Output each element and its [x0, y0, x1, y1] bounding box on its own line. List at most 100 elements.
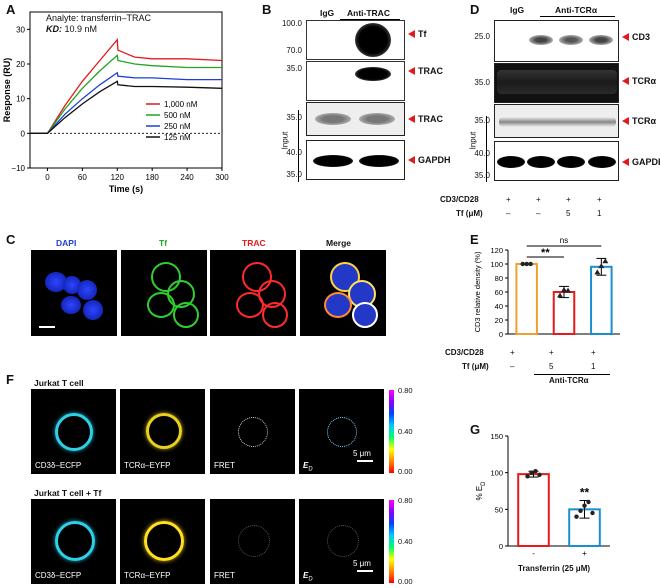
data-point: [528, 261, 533, 267]
e-row1-v2: +: [591, 348, 596, 357]
mw-d3-1: 35.0: [474, 116, 490, 125]
series-line-2: [30, 71, 222, 134]
lane-label-d-igg: IgG: [510, 5, 525, 15]
mw-b4-2: 35.0: [286, 170, 302, 179]
f2-cd3-ecfp: CD3δ–ECFP: [31, 499, 116, 584]
scale-bar: [39, 326, 55, 328]
f2-fret: FRET: [210, 499, 295, 584]
d-row1-v2: +: [566, 195, 571, 204]
micrograph-merge: [300, 250, 386, 336]
cd3-density-bar-chart: 0 20 40 60 80 100 120 CD3 relative density (%) *…: [473, 236, 620, 339]
f2-label-0: CD3δ–ECFP: [35, 571, 82, 580]
sig-label-1: **: [541, 247, 550, 259]
data-point: [537, 472, 542, 478]
c-title-trac: TRAC: [242, 238, 266, 248]
panel-f-label: F: [6, 372, 14, 387]
d-row2-v1: –: [536, 209, 541, 218]
legend-label-0: 1,000 nM: [164, 100, 198, 109]
x-tick-label-0: -: [532, 549, 535, 558]
y-tick-label: 40: [495, 302, 503, 311]
c-title-dapi: DAPI: [56, 238, 77, 248]
cb1-tick-2: 0.00: [398, 467, 413, 476]
data-point: [561, 286, 567, 292]
binding-kinetics-chart: 0 60 120 180 240 300 −10 0 10 20 30 Time (s) Respons…: [2, 11, 229, 194]
y-tick-label: 0: [499, 542, 503, 551]
series-line-0: [30, 38, 223, 134]
lane-label-igg: IgG: [320, 8, 335, 18]
label-b-trac-input: TRAC: [408, 114, 443, 124]
cb2-tick-1: 0.40: [398, 537, 413, 546]
mw-b1-1: 100.0: [281, 19, 302, 28]
panel-c-label: C: [6, 232, 16, 247]
mw-b1-2: 70.0: [286, 46, 302, 55]
blot-b-tf: [306, 20, 405, 60]
d-row1-label: CD3/CD28: [440, 195, 479, 204]
d-row2-label: Tf (μM): [456, 209, 483, 218]
input-label-b: Input: [280, 131, 290, 150]
f-title-2: Jurkat T cell + Tf: [34, 488, 102, 498]
cb2-tick-2: 0.00: [398, 577, 413, 586]
data-point: [565, 287, 571, 293]
d-row2-v0: –: [506, 209, 511, 218]
y-axis-label: % ED: [475, 481, 487, 501]
y-tick-label: 80: [495, 274, 503, 283]
panel-a-label: A: [6, 2, 16, 17]
d-row1-v3: +: [597, 195, 602, 204]
x-tick-label: 180: [146, 173, 160, 182]
label-b-gapdh: GAPDH: [408, 155, 451, 165]
sig-label: **: [580, 486, 590, 500]
mw-b3-1: 35.0: [286, 113, 302, 122]
data-point: [582, 503, 587, 508]
series-line-3: [30, 80, 223, 134]
label-b-trac: TRAC: [408, 66, 443, 76]
f2-label-1: TCRα–EYFP: [124, 571, 171, 580]
micrograph-dapi: [31, 250, 117, 336]
lane-label-d-anti-tcra: Anti-TCRα: [555, 5, 598, 15]
y-axis-label: Response (RU): [2, 58, 12, 123]
sig-label-2: ns: [560, 236, 568, 245]
x-tick-label: 120: [111, 173, 125, 182]
f1-cd3-ecfp: CD3δ–ECFP: [31, 389, 116, 474]
f1-tcra-eyfp: TCRα–EYFP: [120, 389, 205, 474]
legend-label-3: 125 nM: [164, 133, 191, 142]
mw-d4-2: 35.0: [474, 171, 490, 180]
analyte-label: Analyte: transferrin–TRAC: [46, 13, 152, 23]
blot-d-tcra-ip: [494, 63, 619, 103]
d-row1-v1: +: [536, 195, 541, 204]
y-tick-label: 20: [16, 60, 25, 69]
f1-label-3: ED: [303, 461, 313, 473]
f-title-1: Jurkat T cell: [34, 378, 84, 388]
data-point: [594, 269, 601, 275]
mw-d1-1: 25.0: [474, 32, 490, 41]
y-tick-label: 100: [490, 260, 503, 269]
y-tick-label: 0: [499, 330, 503, 339]
f1-label-1: TCRα–EYFP: [124, 461, 171, 470]
f1-scale: 5 μm: [353, 449, 371, 458]
e-row2-label: Tf (μM): [462, 362, 489, 371]
data-point: [525, 474, 530, 479]
label-d-tcra-input: TCRα: [622, 116, 656, 126]
x-tick-label-1: +: [582, 549, 587, 558]
kd-label: KD: 10.9 nM: [46, 24, 98, 34]
bar-0: [517, 473, 550, 548]
colorbar-2: [389, 500, 394, 583]
y-tick-label: −10: [11, 164, 25, 173]
data-point: [533, 469, 538, 474]
data-point: [520, 261, 525, 267]
panel-b-label: B: [262, 2, 272, 17]
lane-label-anti-trac: Anti-TRAC: [347, 8, 390, 18]
fret-efficiency-bar-chart: 0 50 100 150 % ED - + **: [475, 432, 610, 558]
plot-frame: [29, 11, 223, 169]
blot-d-tcra-input: [494, 104, 619, 138]
e-row2-v1: 5: [549, 362, 554, 371]
mw-b4-1: 40.0: [286, 148, 302, 157]
data-point: [586, 499, 591, 505]
cb1-tick-1: 0.40: [398, 427, 413, 436]
blot-d-gapdh: [494, 141, 619, 181]
f1-label-2: FRET: [214, 461, 235, 470]
y-tick-label: 100: [490, 469, 503, 478]
d-row1-v0: +: [506, 195, 511, 204]
f1-ed: ED 5 μm: [299, 389, 384, 474]
y-tick-label: 0: [21, 129, 26, 138]
blot-d-cd3: [494, 20, 619, 62]
